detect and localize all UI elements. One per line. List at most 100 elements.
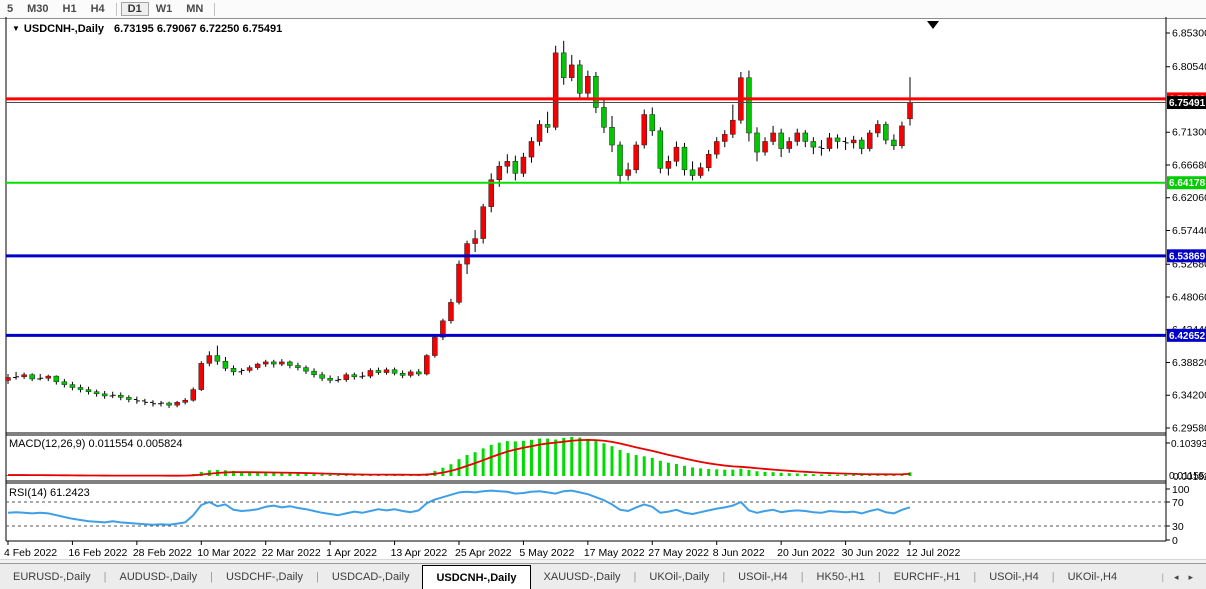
price-axis-label: 6.57440 [1172, 225, 1206, 237]
macd-histogram-bar [320, 474, 324, 476]
macd-histogram-bar [312, 474, 316, 476]
macd-histogram-bar [771, 472, 775, 476]
candle-bullish [794, 132, 801, 142]
tab-scroll-arrows: | ◂ ▸ [1157, 564, 1206, 589]
candle-bearish [601, 107, 607, 128]
date-axis-label: 16 Feb 2022 [68, 547, 127, 559]
candle-bearish [512, 161, 519, 174]
timeframe-button-D1[interactable]: D1 [120, 2, 149, 16]
tab-scroll-left-icon[interactable]: ◂ [1173, 571, 1179, 582]
tab-usdcad-daily[interactable]: USDCAD-,Daily [331, 571, 410, 583]
candle-bearish [61, 381, 68, 385]
candle-bullish [697, 167, 704, 176]
macd-histogram-bar [248, 472, 252, 476]
tab-separator: | [1051, 571, 1055, 583]
tab-usdcnh-daily[interactable]: USDCNH-,Daily [422, 565, 531, 589]
tab-separator: | [210, 571, 213, 583]
tab-separator: | [315, 571, 319, 583]
candle-bearish [303, 367, 309, 372]
candle-bearish [69, 384, 76, 388]
tab-ukoil-h4[interactable]: UKOil-,H4 [1067, 571, 1118, 583]
chart-dropdown-icon[interactable]: ▼ [12, 24, 20, 33]
chart-ohlc-values: 6.73195 6.79067 6.72250 6.75491 [114, 23, 283, 35]
tab-separator: | [973, 571, 977, 583]
candle-bearish [295, 365, 301, 368]
date-axis-label: 10 Mar 2022 [197, 547, 256, 559]
chart-canvas[interactable]: 6.85300 6.80540 6.71300 6.66680 6.62060 6.574… [0, 17, 1206, 563]
candle-bearish [222, 360, 229, 369]
toolbar-separator [214, 2, 216, 16]
date-axis-label: 30 Jun 2022 [842, 547, 900, 559]
candle-bearish [593, 75, 599, 108]
date-axis-label: 25 Apr 2022 [455, 547, 512, 559]
macd-histogram-bar [795, 473, 799, 476]
tab-usoil-h4[interactable]: USOil-,H4 [989, 571, 1039, 583]
candle-bearish [214, 355, 221, 362]
candle-bearish [166, 402, 172, 406]
candle-bullish [480, 206, 486, 239]
candle-bullish [520, 156, 527, 174]
candle-bullish [246, 367, 253, 371]
date-axis-label: 12 Jul 2022 [906, 547, 960, 559]
candle-bullish [383, 369, 390, 373]
horizontal-scrollbar[interactable] [0, 559, 1206, 564]
price-axis-label: 6.66680 [1172, 159, 1206, 171]
tab-audusd-daily[interactable]: AUDUSD-,Daily [119, 571, 198, 583]
tab-usoil-h4[interactable]: USOil-,H4 [738, 571, 788, 583]
tab-hk50-h1[interactable]: HK50-,H1 [816, 571, 865, 583]
price-axis-label: 6.80540 [1172, 61, 1206, 73]
macd-histogram-bar [642, 456, 646, 476]
macd-histogram-bar [232, 470, 236, 476]
macd-histogram-bar [626, 453, 630, 476]
macd-histogram-bar [666, 462, 670, 476]
tab-eurchf-h1[interactable]: EURCHF-,H1 [893, 571, 961, 583]
tab-scroll-right-icon[interactable]: ▸ [1188, 571, 1193, 582]
tab-eurusd-daily[interactable]: EURUSD-,Daily [13, 571, 91, 583]
timeframe-button-H4[interactable]: H4 [90, 3, 105, 15]
tab-separator: | [103, 571, 107, 583]
price-tag [1167, 176, 1206, 190]
candle-bearish [77, 387, 84, 390]
tab-ukoil-daily[interactable]: UKOil-,Daily [649, 571, 710, 583]
candle-bullish [762, 141, 768, 153]
chart-shift-marker-icon [927, 21, 939, 29]
macd-histogram-bar [650, 457, 654, 476]
macd-histogram-bar [787, 473, 791, 476]
tab-separator: | [722, 571, 726, 583]
timeframe-button-5[interactable]: 5 [7, 3, 14, 15]
candle-bullish [875, 124, 881, 134]
candle-bullish [464, 243, 470, 265]
tab-xauusd-daily[interactable]: XAUUSD-,Daily [543, 571, 621, 583]
macd-histogram-bar [739, 468, 743, 476]
price-axis-label: 6.71300 [1172, 127, 1206, 139]
macd-histogram-bar [594, 441, 598, 476]
macd-histogram-bar [505, 441, 509, 476]
candle-bullish [440, 320, 446, 338]
macd-histogram-bar [868, 474, 872, 476]
macd-histogram-bar [836, 474, 840, 476]
macd-histogram-bar [634, 455, 638, 476]
candle-bullish [569, 64, 575, 78]
tab-separator: | [800, 571, 804, 583]
candle-bearish [560, 52, 567, 78]
candle-bearish [126, 397, 132, 400]
macd-histogram-bar [884, 474, 888, 476]
timeframe-button-MN[interactable]: MN [186, 3, 204, 15]
candle-bearish [746, 77, 752, 134]
macd-axis-label: 0.103934 [1171, 439, 1206, 450]
macd-histogram-bar [723, 469, 727, 476]
timeframe-button-M30[interactable]: M30 [27, 3, 49, 15]
candle-bearish [287, 361, 293, 366]
timeframe-button-W1[interactable]: W1 [155, 3, 173, 15]
macd-histogram-bar [296, 473, 300, 476]
chart-title: ▼ USDCNH-,Daily 6.73195 6.79067 6.72250 6.… [12, 23, 282, 35]
timeframe-button-H1[interactable]: H1 [62, 3, 77, 15]
price-axis-label: 6.85300 [1172, 28, 1206, 40]
macd-histogram-bar [538, 438, 542, 476]
candle-bullish [907, 102, 913, 120]
date-axis-label: 20 Jun 2022 [777, 547, 835, 559]
price-axis-label: 6.38820 [1172, 357, 1206, 369]
macd-histogram-bar [570, 436, 574, 476]
candle-bullish [536, 124, 543, 142]
tab-usdchf-daily[interactable]: USDCHF-,Daily [225, 571, 303, 583]
